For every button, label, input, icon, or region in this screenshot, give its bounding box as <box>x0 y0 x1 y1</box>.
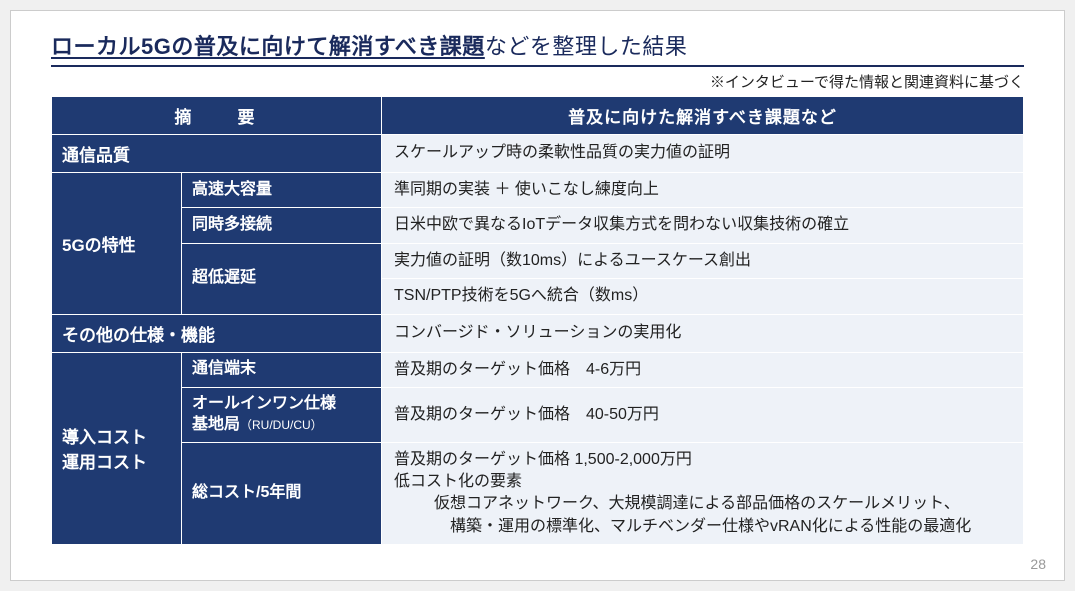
header-summary: 摘 要 <box>52 97 382 135</box>
sub-basestation: オールインワン仕様 基地局（RU/DU/CU） <box>182 387 382 442</box>
sub-base-line2: 基地局 <box>192 416 240 433</box>
body-other-spec: コンバージド・ソリューションの実用化 <box>382 314 1024 352</box>
totalcost-line1: 普及期のターゲット価格 1,500-2,000万円 <box>394 451 692 468</box>
cat-comm-quality: 通信品質 <box>52 135 382 173</box>
page-title: ローカル5Gの普及に向けて解消すべき課題などを整理した結果 <box>51 29 1024 61</box>
row-comm-quality: 通信品質 スケールアップ時の柔軟性品質の実力値の証明 <box>52 135 1024 173</box>
row-cost-terminal: 導入コスト 運用コスト 通信端末 普及期のターゲット価格 4-6万円 <box>52 352 1024 387</box>
body-lowlat-1: 実力値の証明（数10ms）によるユースケース創出 <box>382 243 1024 278</box>
sub-multi: 同時多接続 <box>182 208 382 243</box>
row-5g-highspeed: 5Gの特性 高速大容量 準同期の実装 ＋ 使いこなし練度向上 <box>52 173 1024 208</box>
cat-other-spec: その他の仕様・機能 <box>52 314 382 352</box>
totalcost-line3: 仮想コアネットワーク、大規模調達による部品価格のスケールメリット、 <box>394 493 1011 515</box>
sub-terminal: 通信端末 <box>182 352 382 387</box>
title-wrap: ローカル5Gの普及に向けて解消すべき課題などを整理した結果 <box>51 29 1024 67</box>
totalcost-line4: 構築・運用の標準化、マルチベンダー仕様やvRAN化による性能の最適化 <box>394 516 1011 538</box>
body-basestation: 普及期のターゲット価格 40-50万円 <box>382 387 1024 442</box>
body-terminal: 普及期のターゲット価格 4-6万円 <box>382 352 1024 387</box>
summary-table: 摘 要 普及に向けた解消すべき課題など 通信品質 スケールアップ時の柔軟性品質の… <box>51 96 1024 545</box>
body-multi: 日米中欧で異なるIoTデータ収集方式を問わない収集技術の確立 <box>382 208 1024 243</box>
row-cost-base: オールインワン仕様 基地局（RU/DU/CU） 普及期のターゲット価格 40-5… <box>52 387 1024 442</box>
row-5g-multi: 同時多接続 日米中欧で異なるIoTデータ収集方式を問わない収集技術の確立 <box>52 208 1024 243</box>
sub-note: ※インタビューで得た情報と関連資料に基づく <box>51 71 1024 92</box>
sub-highspeed: 高速大容量 <box>182 173 382 208</box>
cat-cost-line2: 運用コスト <box>62 453 147 472</box>
row-other-spec: その他の仕様・機能 コンバージド・ソリューションの実用化 <box>52 314 1024 352</box>
body-comm-quality: スケールアップ時の柔軟性品質の実力値の証明 <box>382 135 1024 173</box>
body-totalcost: 普及期のターゲット価格 1,500-2,000万円 低コスト化の要素 仮想コアネ… <box>382 442 1024 545</box>
totalcost-line2: 低コスト化の要素 <box>394 473 522 490</box>
cat-cost: 導入コスト 運用コスト <box>52 352 182 545</box>
row-5g-lat1: 超低遅延 実力値の証明（数10ms）によるユースケース創出 <box>52 243 1024 278</box>
body-highspeed: 準同期の実装 ＋ 使いこなし練度向上 <box>382 173 1024 208</box>
row-cost-total: 総コスト/5年間 普及期のターゲット価格 1,500-2,000万円 低コスト化… <box>52 442 1024 545</box>
page-number: 28 <box>1030 556 1046 572</box>
slide-container: ローカル5Gの普及に向けて解消すべき課題などを整理した結果 ※インタビューで得た… <box>10 10 1065 581</box>
title-rest: などを整理した結果 <box>485 34 688 59</box>
header-issues: 普及に向けた解消すべき課題など <box>382 97 1024 135</box>
cat-cost-line1: 導入コスト <box>62 428 147 447</box>
sub-base-line1: オールインワン仕様 <box>192 395 336 412</box>
sub-totalcost: 総コスト/5年間 <box>182 442 382 545</box>
sub-lowlat: 超低遅延 <box>182 243 382 314</box>
title-bold: ローカル5Gの普及に向けて解消すべき課題 <box>51 34 485 59</box>
cat-5g-features: 5Gの特性 <box>52 173 182 315</box>
table-header-row: 摘 要 普及に向けた解消すべき課題など <box>52 97 1024 135</box>
body-lowlat-2: TSN/PTP技術を5Gへ統合（数ms） <box>382 279 1024 314</box>
sub-base-small: （RU/DU/CU） <box>240 418 323 432</box>
